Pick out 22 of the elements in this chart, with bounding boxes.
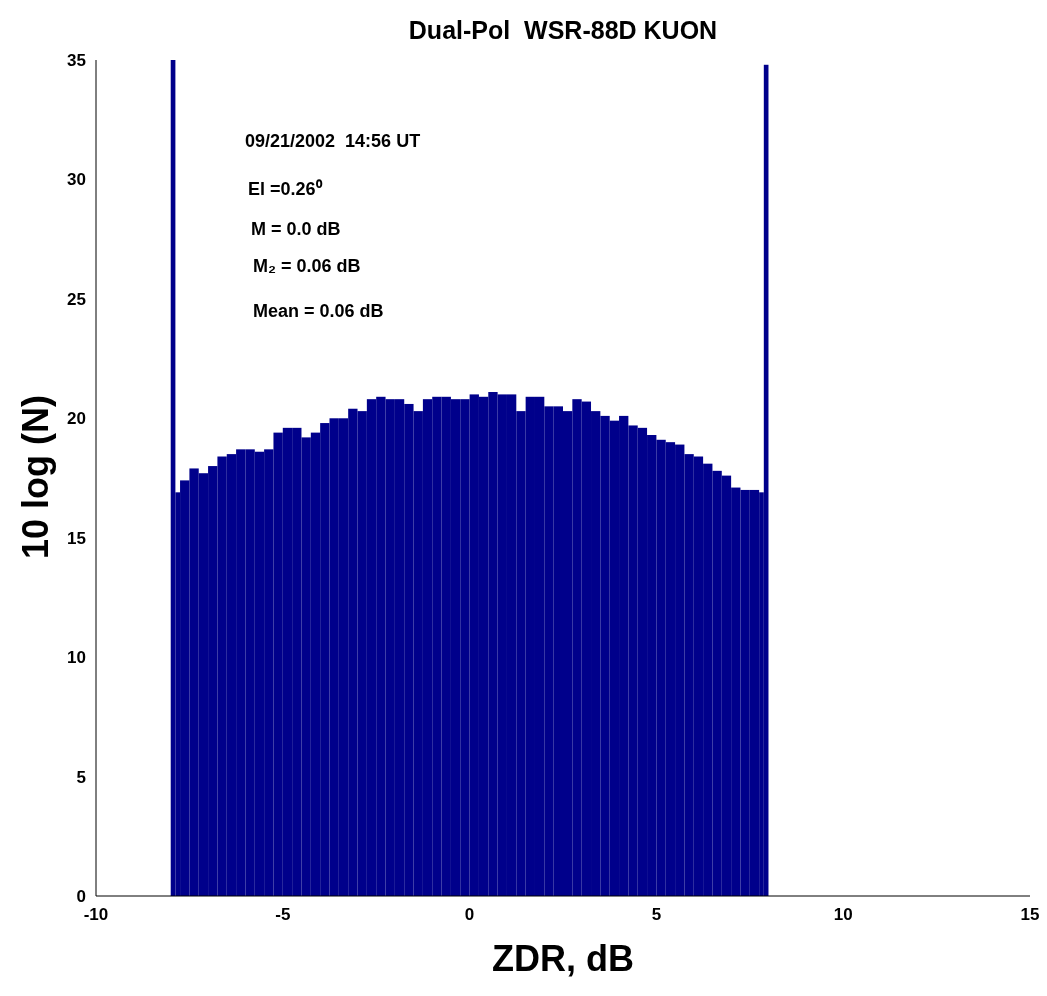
y-axis-title: 10 log (N) — [15, 394, 57, 560]
x-axis-title: ZDR, dB — [491, 938, 635, 980]
annotation: M₂ = 0.06 dB — [253, 256, 361, 277]
x-tick-label: -10 — [83, 905, 109, 925]
y-tick-label: 10 — [67, 648, 86, 668]
y-tick-label: 20 — [67, 409, 86, 429]
x-tick-label: 0 — [464, 905, 475, 925]
annotation: M = 0.0 dB — [251, 219, 341, 240]
x-tick-label: 15 — [1020, 905, 1040, 925]
x-tick-label: 5 — [651, 905, 662, 925]
y-tick-label: 5 — [76, 767, 86, 787]
chart-title: Dual-Pol WSR-88D KUON — [407, 16, 719, 45]
annotation: 09/21/2002 14:56 UT — [245, 131, 421, 152]
x-tick-label: 10 — [833, 905, 853, 925]
y-tick-label: 35 — [67, 51, 86, 71]
y-tick-label: 0 — [76, 887, 86, 907]
annotation: El =0.26⁰ — [248, 178, 322, 200]
y-tick-label: 30 — [67, 170, 86, 190]
x-tick-label: -5 — [275, 905, 291, 925]
y-tick-label: 15 — [67, 528, 86, 548]
annotation: Mean = 0.06 dB — [253, 301, 384, 322]
y-tick-label: 25 — [67, 289, 86, 309]
